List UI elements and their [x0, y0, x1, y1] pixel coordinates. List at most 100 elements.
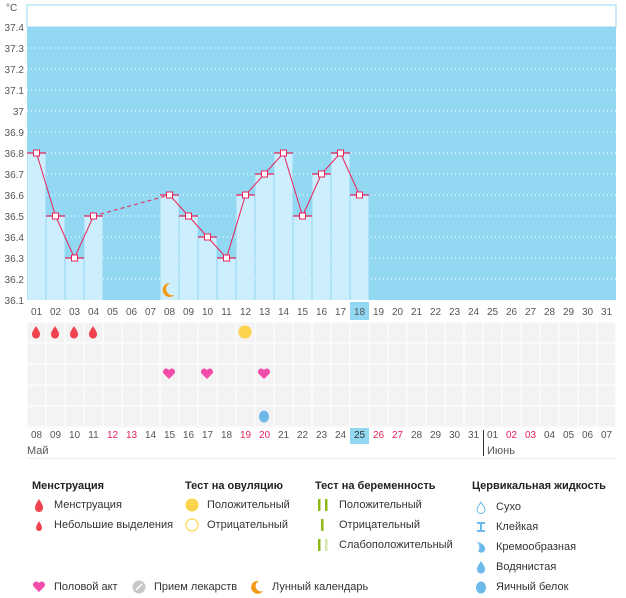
grid-cell[interactable] — [370, 407, 387, 426]
grid-cell[interactable] — [142, 386, 159, 405]
grid-cell[interactable] — [237, 344, 254, 363]
grid-cell[interactable] — [104, 344, 121, 363]
calendar-date[interactable]: 08 — [30, 430, 43, 441]
grid-cell[interactable] — [522, 344, 539, 363]
grid-cell[interactable] — [161, 386, 178, 405]
calendar-date[interactable]: 22 — [296, 430, 309, 441]
grid-cell[interactable] — [294, 344, 311, 363]
grid-cell[interactable] — [66, 407, 83, 426]
calendar-date[interactable]: 18 — [220, 430, 233, 441]
calendar-date[interactable]: 06 — [581, 430, 594, 441]
grid-cell[interactable] — [275, 365, 292, 384]
grid-cell[interactable] — [351, 386, 368, 405]
calendar-date[interactable]: 07 — [600, 430, 613, 441]
grid-cell[interactable] — [332, 323, 349, 342]
grid-cell[interactable] — [294, 365, 311, 384]
grid-cell[interactable] — [541, 407, 558, 426]
calendar-date[interactable]: 15 — [163, 430, 176, 441]
grid-cell[interactable] — [427, 365, 444, 384]
grid-cell[interactable] — [104, 407, 121, 426]
grid-cell[interactable] — [123, 365, 140, 384]
grid-cell[interactable] — [389, 365, 406, 384]
calendar-date[interactable]: 27 — [391, 430, 404, 441]
grid-cell[interactable] — [541, 365, 558, 384]
grid-cell[interactable] — [199, 344, 216, 363]
calendar-date[interactable]: 31 — [467, 430, 480, 441]
calendar-date[interactable]: 21 — [277, 430, 290, 441]
grid-cell[interactable] — [66, 386, 83, 405]
grid-cell[interactable] — [465, 323, 482, 342]
grid-cell[interactable] — [313, 365, 330, 384]
grid-cell[interactable] — [218, 344, 235, 363]
grid-cell[interactable] — [560, 386, 577, 405]
grid-cell[interactable] — [123, 386, 140, 405]
grid-cell[interactable] — [446, 344, 463, 363]
grid-cell[interactable] — [598, 386, 615, 405]
grid-cell[interactable] — [465, 344, 482, 363]
grid-cell[interactable] — [256, 323, 273, 342]
grid-cell[interactable] — [180, 386, 197, 405]
grid-cell[interactable] — [123, 407, 140, 426]
grid-cell[interactable] — [370, 323, 387, 342]
calendar-date[interactable]: 02 — [505, 430, 518, 441]
grid-cell[interactable] — [47, 407, 64, 426]
grid-cell[interactable] — [218, 386, 235, 405]
grid-cell[interactable] — [85, 344, 102, 363]
grid-cell[interactable] — [389, 386, 406, 405]
grid-cell[interactable] — [446, 407, 463, 426]
grid-cell[interactable] — [180, 323, 197, 342]
grid-cell[interactable] — [142, 323, 159, 342]
calendar-date[interactable]: 20 — [258, 430, 271, 441]
grid-cell[interactable] — [579, 407, 596, 426]
grid-cell[interactable] — [389, 323, 406, 342]
grid-cell[interactable] — [199, 407, 216, 426]
grid-cell[interactable] — [408, 386, 425, 405]
grid-cell[interactable] — [484, 344, 501, 363]
grid-cell[interactable] — [313, 407, 330, 426]
grid-cell[interactable] — [85, 386, 102, 405]
grid-cell[interactable] — [218, 365, 235, 384]
grid-cell[interactable] — [522, 407, 539, 426]
grid-cell[interactable] — [484, 365, 501, 384]
calendar-date[interactable]: 16 — [182, 430, 195, 441]
grid-cell[interactable] — [332, 407, 349, 426]
calendar-date[interactable]: 03 — [524, 430, 537, 441]
grid-cell[interactable] — [351, 365, 368, 384]
grid-cell[interactable] — [313, 386, 330, 405]
grid-cell[interactable] — [218, 323, 235, 342]
grid-cell[interactable] — [142, 344, 159, 363]
grid-cell[interactable] — [85, 365, 102, 384]
grid-cell[interactable] — [579, 386, 596, 405]
grid-cell[interactable] — [237, 365, 254, 384]
grid-cell[interactable] — [199, 386, 216, 405]
calendar-date[interactable]: 24 — [334, 430, 347, 441]
grid-cell[interactable] — [465, 365, 482, 384]
grid-cell[interactable] — [598, 344, 615, 363]
grid-cell[interactable] — [446, 386, 463, 405]
grid-cell[interactable] — [142, 407, 159, 426]
grid-cell[interactable] — [313, 323, 330, 342]
grid-cell[interactable] — [598, 365, 615, 384]
grid-cell[interactable] — [503, 386, 520, 405]
grid-cell[interactable] — [465, 407, 482, 426]
grid-cell[interactable] — [560, 407, 577, 426]
grid-cell[interactable] — [598, 407, 615, 426]
grid-cell[interactable] — [427, 323, 444, 342]
grid-cell[interactable] — [28, 386, 45, 405]
grid-cell[interactable] — [199, 323, 216, 342]
grid-cell[interactable] — [560, 344, 577, 363]
calendar-date[interactable]: 11 — [88, 430, 99, 441]
grid-cell[interactable] — [313, 344, 330, 363]
grid-cell[interactable] — [85, 407, 102, 426]
calendar-date[interactable]: 14 — [144, 430, 157, 441]
grid-cell[interactable] — [408, 365, 425, 384]
grid-cell[interactable] — [180, 365, 197, 384]
grid-cell[interactable] — [351, 344, 368, 363]
calendar-date[interactable]: 30 — [448, 430, 461, 441]
grid-cell[interactable] — [256, 386, 273, 405]
grid-cell[interactable] — [598, 323, 615, 342]
grid-cell[interactable] — [560, 365, 577, 384]
calendar-date[interactable]: 05 — [562, 430, 575, 441]
grid-cell[interactable] — [294, 323, 311, 342]
grid-cell[interactable] — [427, 386, 444, 405]
